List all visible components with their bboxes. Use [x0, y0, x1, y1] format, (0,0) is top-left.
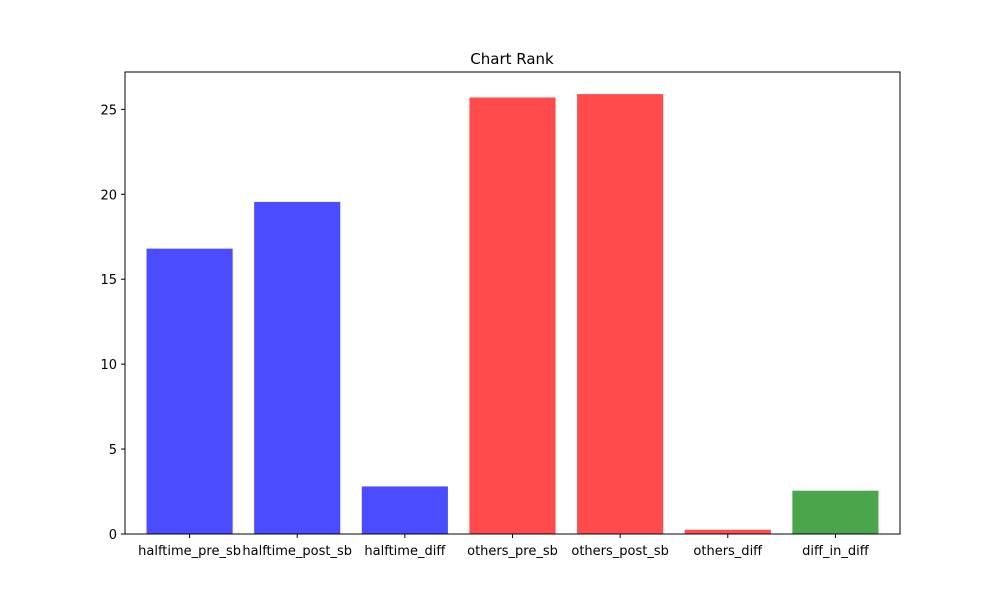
- y-tick-label: 5: [109, 443, 117, 458]
- y-tick-label: 15: [100, 273, 117, 288]
- bar-others_post_sb: [577, 94, 664, 535]
- y-tick-label: 0: [109, 528, 117, 543]
- axes-layer: halftime_pre_sb halftime_post_sb halftime_…: [100, 71, 901, 559]
- y-tick-label: 25: [100, 103, 117, 118]
- x-tick-label-others_post_sb: others_post_sb: [571, 544, 669, 559]
- x-tick-label-others_pre_sb: others_pre_sb: [467, 544, 558, 559]
- bar-halftime_pre_sb: [146, 248, 233, 534]
- x-tick-label-others_diff: others_diff: [693, 544, 763, 559]
- x-tick-label-halftime_post_sb: halftime_post_sb: [242, 544, 352, 559]
- y-tick-label: 20: [100, 188, 117, 203]
- y-tick-label: 10: [100, 358, 117, 373]
- x-tick-label-diff_in_diff: diff_in_diff: [802, 544, 870, 559]
- bars-layer: [146, 94, 879, 535]
- bar-halftime_diff: [361, 486, 448, 534]
- x-tick-label-halftime_diff: halftime_diff: [364, 544, 446, 559]
- plot-frame: [124, 71, 901, 535]
- chart-title: Chart Rank: [470, 50, 554, 68]
- bar-diff_in_diff: [792, 490, 879, 534]
- bar-others_pre_sb: [469, 97, 556, 535]
- bar-others_diff: [684, 529, 771, 534]
- x-tick-label-halftime_pre_sb: halftime_pre_sb: [138, 544, 241, 559]
- bar-halftime_post_sb: [254, 201, 341, 534]
